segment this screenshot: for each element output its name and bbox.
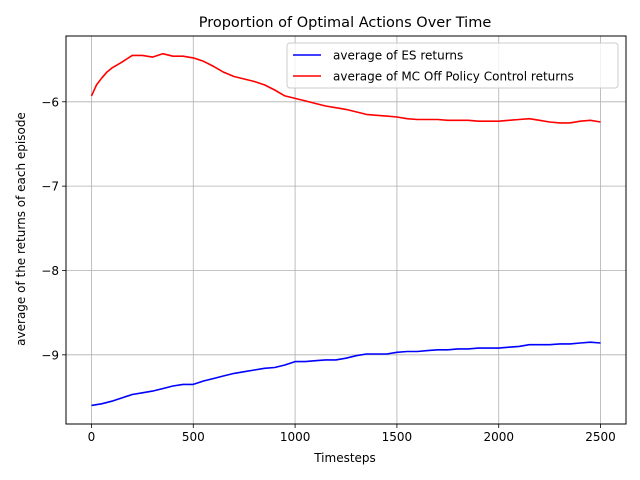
y-tick-label: −9 xyxy=(41,348,59,362)
chart-title: Proportion of Optimal Actions Over Time xyxy=(199,15,492,31)
x-tick-label: 2000 xyxy=(483,430,514,444)
legend-label-mc: average of MC Off Policy Control returns xyxy=(333,70,574,84)
axis-ticks: 0 500 1000 1500 2000 2500 −9 −8 −7 −6 xyxy=(41,95,616,444)
x-tick-label: 0 xyxy=(88,430,96,444)
y-tick-label: −8 xyxy=(41,264,59,278)
y-tick-label: −7 xyxy=(41,180,59,194)
x-tick-label: 500 xyxy=(182,430,205,444)
series-line-0 xyxy=(91,341,601,407)
x-tick-label: 2500 xyxy=(585,430,616,444)
x-axis-label: Timesteps xyxy=(313,451,376,465)
grid xyxy=(66,36,626,424)
series-line-1 xyxy=(90,52,601,124)
x-tick-label: 1000 xyxy=(280,430,311,444)
x-tick-label: 1500 xyxy=(382,430,413,444)
y-tick-label: −6 xyxy=(41,95,59,109)
legend-label-es: average of ES returns xyxy=(333,49,463,63)
y-axis-label: average of the returns of each episode xyxy=(14,112,28,346)
legend: average of ES returns average of MC Off … xyxy=(286,42,619,89)
plot-frame xyxy=(65,35,627,425)
series-lines xyxy=(90,52,601,407)
legend-box xyxy=(286,42,619,89)
